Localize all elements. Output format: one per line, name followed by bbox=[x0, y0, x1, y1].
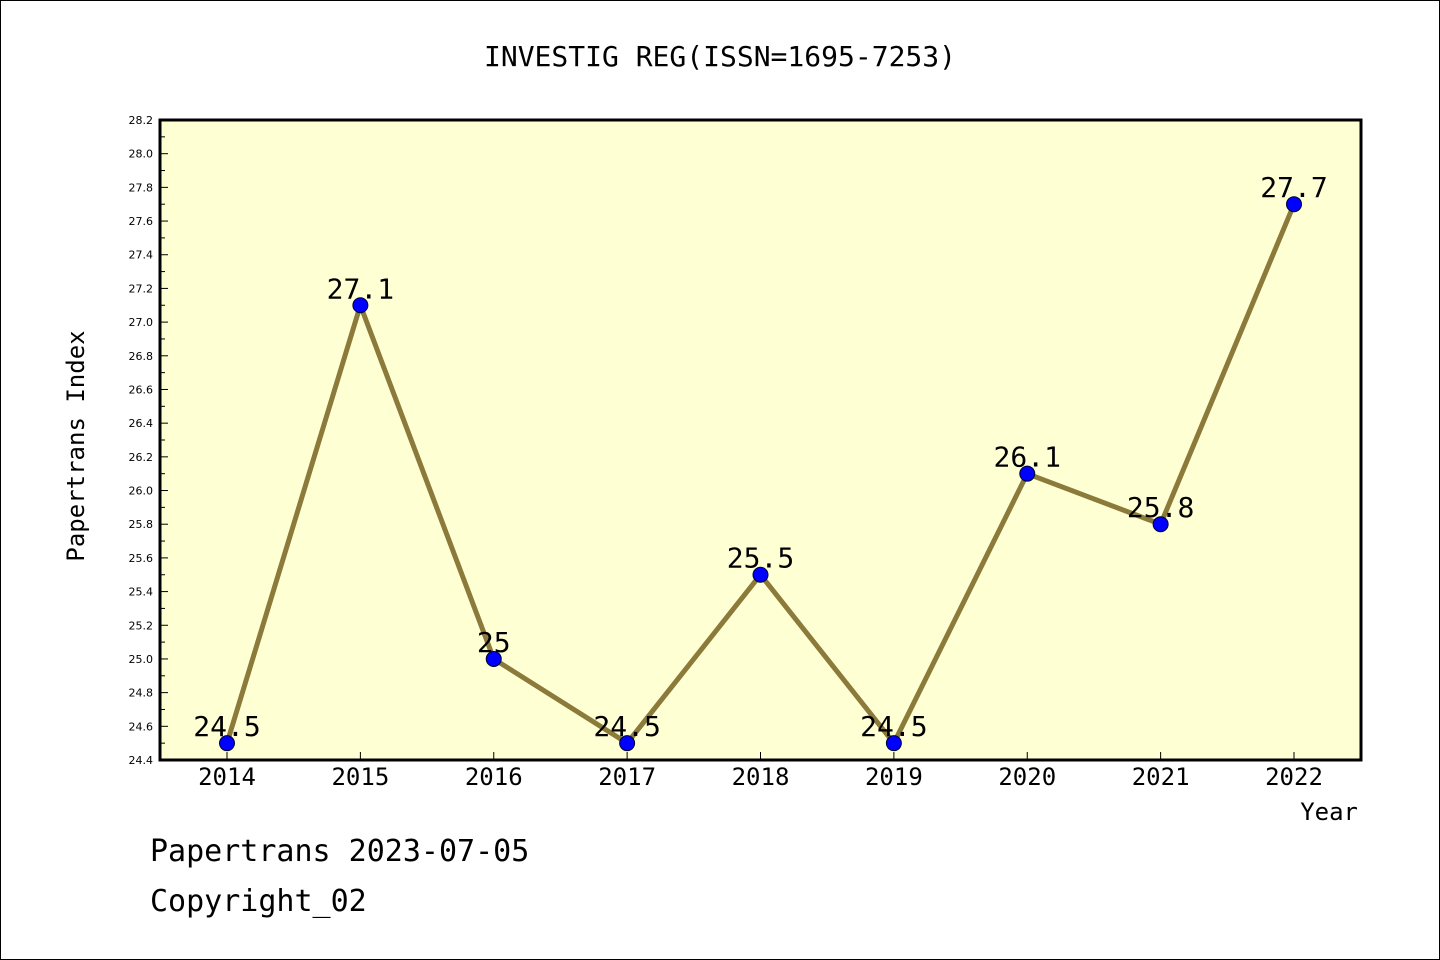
data-label: 27.7 bbox=[1260, 171, 1327, 204]
data-point bbox=[619, 735, 636, 752]
y-tick-label: 24.6 bbox=[129, 720, 154, 733]
x-tick-label: 2018 bbox=[732, 763, 790, 791]
x-tick-label: 2015 bbox=[331, 763, 389, 791]
y-tick-label: 26.0 bbox=[129, 485, 154, 498]
x-tick-label: 2021 bbox=[1132, 763, 1190, 791]
x-tick-label: 2014 bbox=[198, 763, 256, 791]
plot-area bbox=[160, 120, 1361, 760]
data-labels-group: 24.5 27.1 25 24.5 25.5 24.5 26.1 25.8 27.7 bbox=[193, 171, 1327, 743]
y-tick-label: 26.4 bbox=[129, 417, 154, 430]
y-tick-label: 27.0 bbox=[129, 316, 154, 329]
footer-copyright: Copyright_02 bbox=[150, 884, 367, 919]
markers-group bbox=[219, 196, 1302, 752]
y-axis-title: Papertrans Index bbox=[62, 330, 90, 561]
y-tick-label: 25.6 bbox=[129, 552, 154, 565]
data-label: 24.5 bbox=[860, 710, 927, 743]
data-label: 25 bbox=[477, 626, 511, 659]
y-tick-label: 25.0 bbox=[129, 653, 154, 666]
data-point bbox=[485, 650, 502, 667]
y-tick-label: 27.6 bbox=[129, 215, 154, 228]
data-point bbox=[1152, 516, 1169, 533]
y-tick-label: 27.2 bbox=[129, 282, 154, 295]
y-tick-label: 24.8 bbox=[129, 687, 154, 700]
data-point bbox=[885, 735, 902, 752]
data-label: 24.5 bbox=[193, 710, 260, 743]
x-tick-label: 2017 bbox=[598, 763, 656, 791]
y-tick-label: 25.2 bbox=[129, 619, 154, 632]
y-tick-label: 26.6 bbox=[129, 383, 154, 396]
y-tick-label: 27.4 bbox=[129, 249, 154, 262]
plot-border bbox=[158, 118, 1363, 762]
data-point bbox=[352, 297, 369, 314]
data-label: 26.1 bbox=[994, 441, 1061, 474]
data-label: 27.1 bbox=[327, 272, 394, 305]
y-tick-label: 26.8 bbox=[129, 350, 154, 363]
data-label: 24.5 bbox=[593, 710, 660, 743]
y-tick-label: 24.4 bbox=[129, 754, 154, 767]
y-tick-label: 28.2 bbox=[129, 114, 154, 127]
x-tick-label: 2016 bbox=[465, 763, 523, 791]
y-tick-label: 26.2 bbox=[129, 451, 154, 464]
footer-date: Papertrans 2023-07-05 bbox=[150, 834, 530, 869]
chart-title: INVESTIG REG(ISSN=1695-7253) bbox=[484, 40, 956, 73]
y-tick-label: 25.8 bbox=[129, 518, 154, 531]
x-tick-label: 2019 bbox=[865, 763, 923, 791]
data-point bbox=[219, 735, 235, 752]
x-axis: 2014 2015 2016 2017 2018 2019 2020 2021 2022 bbox=[198, 752, 1323, 791]
x-tick-label: 2022 bbox=[1265, 763, 1323, 791]
data-point bbox=[752, 566, 769, 583]
y-tick-label: 25.4 bbox=[129, 586, 154, 599]
data-label: 25.5 bbox=[727, 542, 794, 575]
data-point bbox=[1286, 196, 1302, 213]
y-tick-label: 28.0 bbox=[129, 148, 154, 161]
data-label: 25.8 bbox=[1127, 491, 1194, 524]
x-tick-label: 2020 bbox=[998, 763, 1056, 791]
x-axis-title: Year bbox=[1300, 798, 1358, 826]
data-point bbox=[1019, 465, 1036, 482]
y-tick-label: 27.8 bbox=[129, 181, 154, 194]
